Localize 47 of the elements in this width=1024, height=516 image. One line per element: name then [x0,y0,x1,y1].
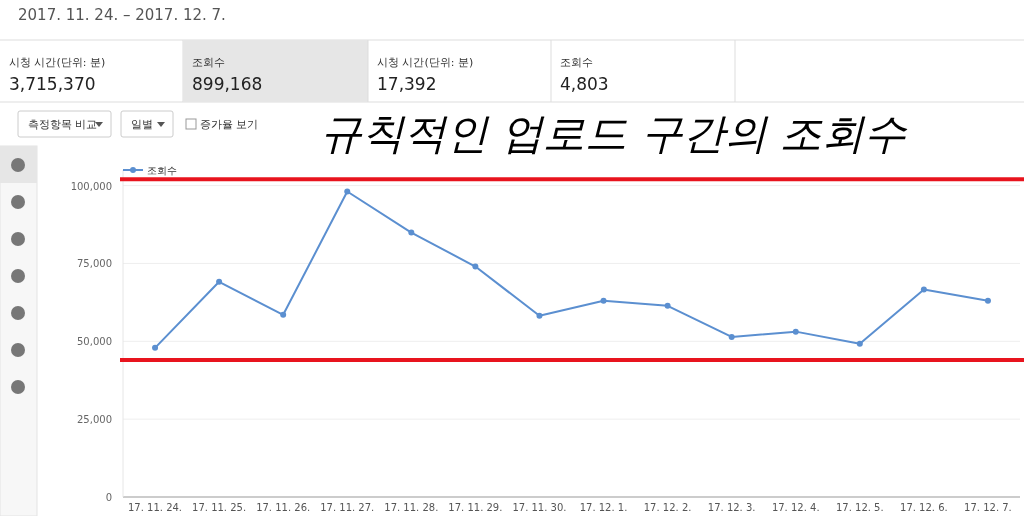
text: 일별 [131,118,153,131]
x-tick-label: 17. 12. 3. [707,502,756,513]
y-tick-label: 100,000 [70,180,112,192]
point [792,328,799,335]
y-tick-label: 0 [105,492,112,503]
y-tick-label: 25,000 [77,414,112,426]
point [728,333,735,340]
point [472,263,479,270]
point [920,286,927,293]
chart-subtitle: 2017. 11. 24. – 2017. 12. 7. [18,6,226,24]
point [408,229,415,236]
legend-label: 조회수 [147,165,177,176]
x-tick-label: 17. 12. 2. [643,502,692,513]
x-tick-label: 17. 11. 30. [512,502,567,513]
text: 시청 시간(단위: 분) [377,56,474,69]
x-tick-label: 17. 11. 27. [320,502,375,513]
text: 조회수 [192,56,225,69]
x-tick-label: 17. 12. 5. [835,502,884,513]
x-tick-label: 17. 11. 29. [448,502,503,513]
text: 4,803 [560,74,609,94]
text: 3,715,370 [9,74,96,94]
point [152,344,159,351]
text: 증가율 보기 [200,118,259,131]
text: 시청 시간(단위: 분) [9,56,106,69]
point [856,340,863,347]
y-tick-label: 50,000 [77,336,112,348]
x-tick-label: 17. 11. 28. [384,502,439,513]
point [664,302,671,309]
chart-title: 규칙적인 업로드 구간의 조회수 [320,109,909,158]
point [344,188,351,195]
text: 899,168 [192,74,263,94]
x-tick-label: 17. 12. 1. [579,502,628,513]
point [216,278,223,285]
point [984,297,991,304]
x-tick-label: 17. 11. 24. [128,502,183,513]
text: 17,392 [377,74,437,94]
x-tick-label: 17. 12. 6. [900,502,948,513]
text: 측정항목 비교 [28,118,98,131]
x-tick-label: 17. 12. 4. [771,502,820,513]
text: 조회수 [560,56,593,69]
x-tick-label: 17. 11. 25. [192,502,247,513]
point [536,312,543,319]
point [280,311,287,318]
x-tick-label: 17. 12. 7. [964,502,1012,513]
y-tick-label: 75,000 [77,258,112,270]
point [600,297,607,304]
x-tick-label: 17. 11. 26. [256,502,311,513]
